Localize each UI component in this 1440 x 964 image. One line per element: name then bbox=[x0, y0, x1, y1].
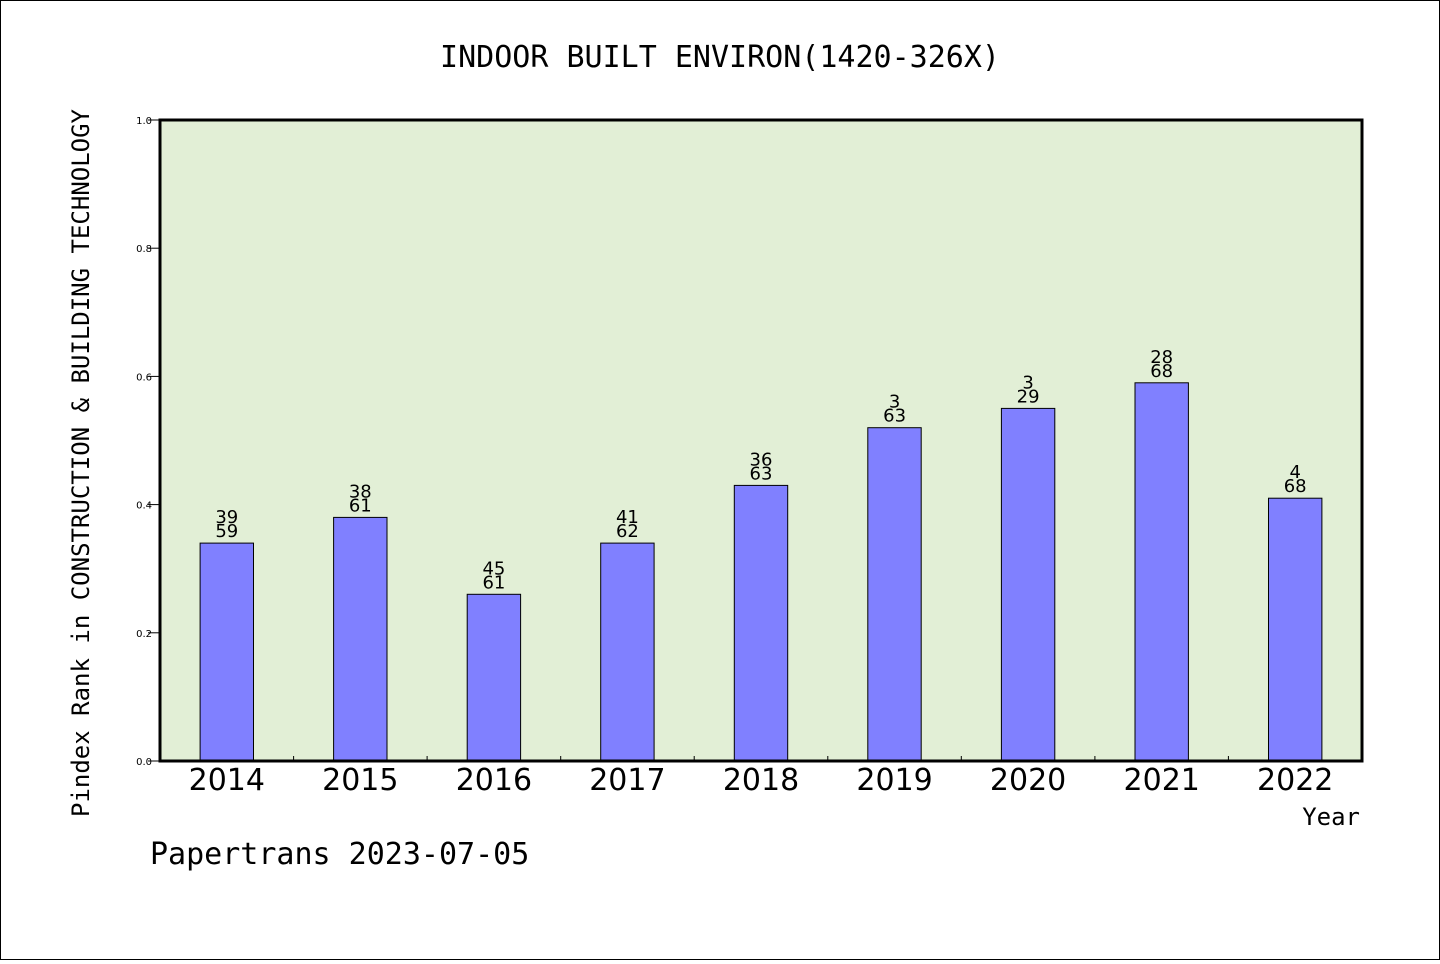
x-tick-label-2016: 2016 bbox=[456, 763, 532, 798]
x-tick-label-2019: 2019 bbox=[856, 763, 932, 798]
x-axis-label: Year bbox=[1302, 803, 1360, 831]
x-tick-label-2022: 2022 bbox=[1257, 763, 1333, 798]
data-label-bottom-2014: 59 bbox=[215, 521, 238, 542]
plot-border bbox=[158, 118, 1364, 763]
data-label-bottom-2021: 68 bbox=[1150, 361, 1173, 382]
data-label-top-2014: 39 bbox=[215, 507, 238, 528]
y-axis-label: Pindex Rank in CONSTRUCTION & BUILDING T… bbox=[67, 108, 95, 817]
bars-group bbox=[199, 382, 1323, 762]
bar-2019 bbox=[867, 427, 922, 762]
x-tick-label-2020: 2020 bbox=[990, 763, 1066, 798]
bar-2017 bbox=[600, 542, 655, 762]
data-label-bottom-2017: 62 bbox=[616, 521, 639, 542]
y-axis-ticks: 0.0 0.2 0.4 0.6 0.8 1.0 bbox=[136, 116, 160, 768]
data-label-top-2020: 3 bbox=[1022, 372, 1033, 393]
y-tick-label-0.2: 0.2 bbox=[136, 629, 152, 640]
bar-2016 bbox=[466, 593, 522, 762]
data-label-bottom-2022: 68 bbox=[1284, 476, 1307, 497]
x-axis-ticks: 2014 2015 2016 2017 2018 2019 2020 2021 2022 bbox=[189, 756, 1333, 798]
data-label-top-2021: 28 bbox=[1150, 347, 1173, 368]
bar-2014 bbox=[199, 542, 255, 762]
x-tick-label-2018: 2018 bbox=[723, 763, 799, 798]
x-tick-label-2021: 2021 bbox=[1124, 763, 1200, 798]
y-tick-label-0.0: 0.0 bbox=[136, 757, 152, 768]
bar-2015 bbox=[333, 516, 388, 762]
chart-title: INDOOR BUILT ENVIRON(1420-326X) bbox=[440, 40, 1000, 75]
data-label-bottom-2019: 63 bbox=[883, 406, 906, 427]
data-label-top-2022: 4 bbox=[1289, 462, 1300, 483]
data-label-bottom-2018: 63 bbox=[750, 463, 773, 484]
footer-credit: Papertrans 2023-07-05 bbox=[150, 837, 529, 872]
y-tick-label-1.0: 1.0 bbox=[136, 116, 152, 127]
data-label-bottom-2020: 29 bbox=[1017, 386, 1040, 407]
data-label-top-2017: 41 bbox=[616, 507, 639, 528]
x-tick-label-2017: 2017 bbox=[589, 763, 665, 798]
y-tick-label-0.6: 0.6 bbox=[136, 372, 152, 383]
x-tick-label-2015: 2015 bbox=[322, 763, 398, 798]
bar-2020 bbox=[1000, 407, 1056, 762]
data-label-top-2019: 3 bbox=[889, 392, 900, 413]
y-tick-label-0.8: 0.8 bbox=[136, 244, 152, 255]
data-label-top-2016: 45 bbox=[482, 558, 505, 579]
x-tick-label-2014: 2014 bbox=[189, 763, 265, 798]
data-label-top-2018: 36 bbox=[750, 449, 773, 470]
data-label-bottom-2015: 61 bbox=[349, 495, 372, 516]
data-label-top-2015: 38 bbox=[349, 481, 372, 502]
bar-2018 bbox=[733, 484, 789, 762]
y-tick-label-0.4: 0.4 bbox=[136, 501, 152, 512]
bar-2022 bbox=[1268, 497, 1323, 762]
data-label-bottom-2016: 61 bbox=[482, 572, 505, 593]
bar-2021 bbox=[1134, 382, 1189, 762]
